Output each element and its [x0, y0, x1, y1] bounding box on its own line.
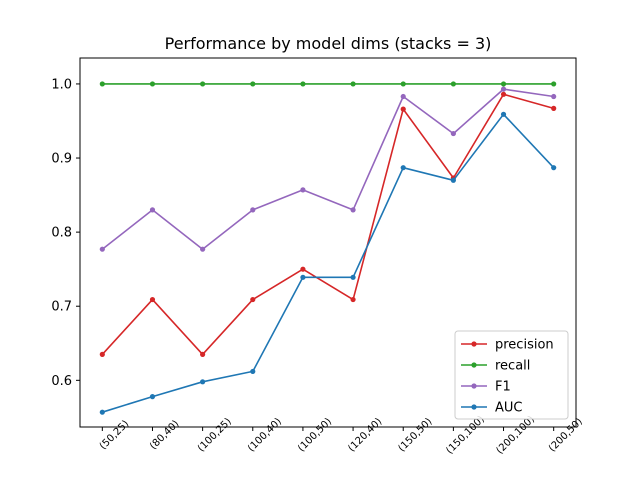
- y-tick-label: 0.7: [51, 300, 72, 315]
- data-point-precision: [250, 296, 256, 303]
- series-line-f1: [101, 88, 554, 250]
- legend-label-precision: precision: [495, 338, 554, 353]
- data-point-recall: [450, 81, 456, 87]
- y-tick-label: 0.9: [51, 152, 72, 167]
- data-point-f1: [200, 246, 206, 252]
- x-tick-label: (100,40): [246, 416, 284, 454]
- data-point-recall: [400, 81, 406, 87]
- x-tick-label: (120,40): [346, 416, 384, 454]
- data-point-auc: [200, 379, 206, 385]
- data-point-f1: [350, 207, 356, 213]
- data-point-f1: [400, 93, 406, 100]
- data-point-auc: [149, 394, 156, 400]
- plot-area: [99, 81, 557, 415]
- x-tick-label: (100,25): [196, 416, 234, 454]
- data-point-f1: [250, 207, 256, 213]
- x-tick-label: (150,100): [444, 414, 487, 457]
- data-point-f1: [450, 130, 456, 137]
- data-point-auc: [400, 165, 406, 171]
- x-tick-label: (200,50): [547, 416, 585, 454]
- data-point-f1: [300, 187, 306, 193]
- legend-marker-f1: [471, 383, 477, 389]
- data-point-precision: [551, 105, 557, 111]
- data-point-precision: [400, 106, 406, 112]
- data-point-precision: [149, 296, 156, 303]
- y-tick-label: 1.0: [51, 77, 72, 92]
- data-point-f1: [149, 207, 156, 213]
- data-point-recall: [500, 81, 507, 87]
- x-tick-label: (150,50): [396, 416, 434, 454]
- x-tick-label: (80,40): [148, 418, 182, 452]
- data-point-auc: [500, 111, 507, 117]
- data-point-precision: [300, 266, 306, 272]
- data-point-auc: [99, 409, 105, 415]
- legend-box: [454, 330, 569, 420]
- x-axis: (50,25) (80,40) (100,25) (100,40) (100,50) (1…: [98, 414, 585, 457]
- data-point-auc: [350, 274, 356, 280]
- legend-marker-precision: [471, 341, 477, 347]
- data-point-recall: [200, 81, 206, 87]
- data-point-precision: [99, 351, 105, 357]
- data-point-precision: [350, 296, 356, 303]
- data-point-auc: [450, 177, 456, 183]
- data-point-recall: [99, 81, 105, 87]
- data-point-auc: [551, 165, 557, 171]
- y-tick-label: 0.6: [51, 374, 72, 389]
- legend-label-f1: F1: [495, 380, 511, 395]
- series-line-precision: [101, 93, 554, 356]
- legend-label-recall: recall: [495, 359, 530, 374]
- data-point-auc: [250, 368, 256, 375]
- y-tick-label: 0.8: [51, 226, 72, 241]
- x-tick-label: (50,25): [98, 418, 132, 452]
- data-point-recall: [149, 81, 156, 87]
- data-point-f1: [551, 93, 557, 100]
- chart-title: Performance by model dims (stacks = 3): [165, 34, 492, 53]
- data-point-f1: [99, 246, 105, 252]
- data-point-precision: [500, 91, 507, 97]
- data-point-recall: [250, 81, 256, 87]
- legend-marker-recall: [471, 362, 477, 368]
- legend-marker-auc: [471, 404, 477, 410]
- x-tick-label: (200,100): [494, 414, 537, 457]
- legend: precision recall F1 AUC: [454, 330, 569, 420]
- data-point-auc: [300, 274, 306, 280]
- data-point-recall: [551, 81, 557, 87]
- legend-label-auc: AUC: [495, 401, 523, 416]
- data-point-precision: [200, 351, 206, 357]
- axes-frame: [79, 57, 577, 428]
- series-line-auc: [102, 113, 555, 413]
- data-point-recall: [350, 81, 356, 87]
- data-point-recall: [300, 81, 306, 87]
- y-axis: 0.6 0.7 0.8 0.9 1.0: [51, 77, 80, 389]
- data-point-f1: [500, 86, 507, 92]
- x-tick-label: (100,50): [296, 416, 334, 454]
